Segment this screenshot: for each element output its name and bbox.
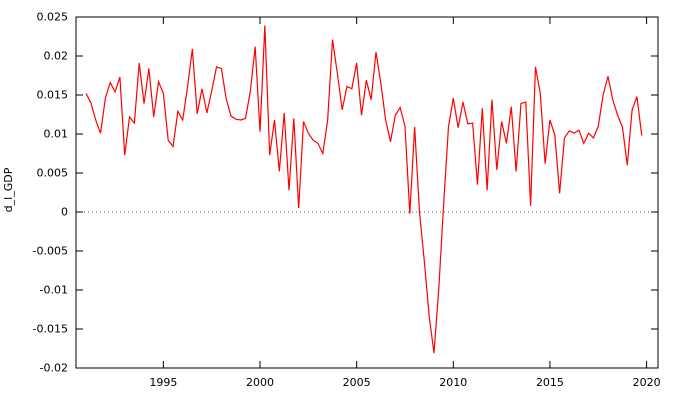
plot-frame	[75, 16, 659, 369]
gdp-growth-series-line	[85, 25, 643, 354]
y-axis-tick-labels: -0.02 -0.015 -0.01 -0.005 0 0.005 0.01 0.015 0.0…	[33, 11, 68, 375]
y-axis-title: d_l_GDP	[2, 167, 15, 212]
x-tick-label: 2000	[246, 376, 274, 389]
y-tick-label: -0.01	[40, 284, 68, 297]
x-axis-tick-labels: 1995 2000 2005 2010 2015 2020	[149, 376, 660, 389]
x-tick-label: 2010	[439, 376, 467, 389]
x-tick-label: 2005	[343, 376, 371, 389]
x-tick-label: 2015	[536, 376, 564, 389]
y-tick-label: 0	[61, 206, 68, 219]
y-tick-label: -0.015	[33, 323, 68, 336]
y-tick-label: -0.02	[40, 362, 68, 375]
y-tick-label: 0.02	[44, 50, 69, 63]
x-tick-label: 1995	[149, 376, 177, 389]
data-line	[85, 25, 643, 354]
axis-ticks	[76, 16, 658, 369]
y-tick-label: 0.025	[37, 11, 69, 24]
y-tick-label: 0.015	[37, 89, 69, 102]
plot-border	[75, 16, 659, 369]
y-tick-label: 0.005	[37, 167, 69, 180]
y-tick-label: 0.01	[44, 128, 69, 141]
x-tick-label: 2020	[633, 376, 661, 389]
y-tick-label: -0.005	[33, 245, 68, 258]
